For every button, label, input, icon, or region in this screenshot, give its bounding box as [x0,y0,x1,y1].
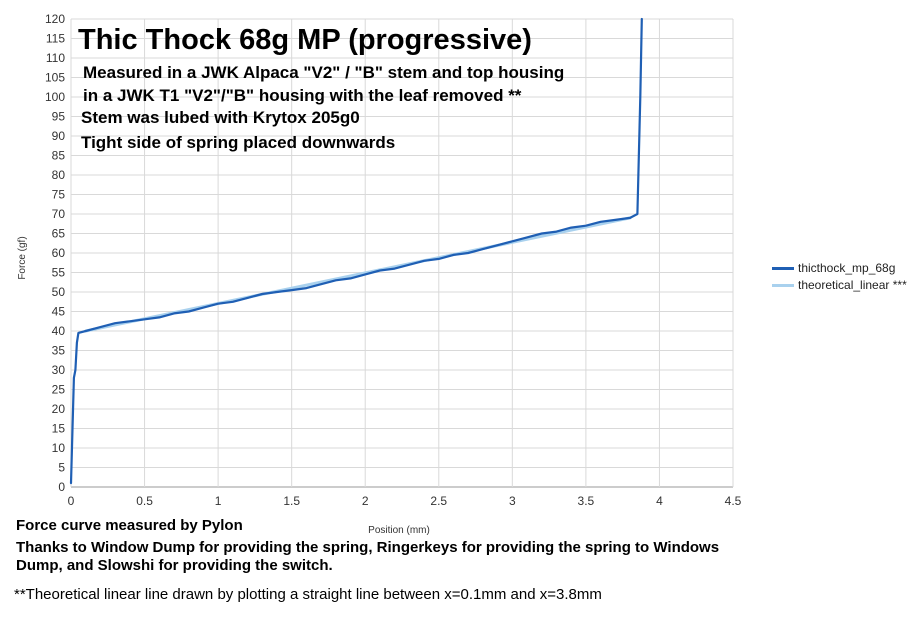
y-tick-label: 115 [46,32,65,46]
y-axis-title: Force (gf) [17,236,28,279]
legend-swatch-theoretical-linear [772,283,794,287]
subtitle-line-3: Stem was lubed with Krytox 205g0 [81,108,360,127]
y-tick-label: 120 [45,12,65,26]
subtitle-line-4: Tight side of spring placed downwards [81,133,396,152]
series-line-thicthock [69,17,643,485]
y-tick-label: 40 [52,324,66,338]
y-tick-label: 55 [52,266,66,280]
legend-label-theoretical-linear: theoretical_linear *** [798,278,907,292]
y-tick-label: 70 [52,207,66,221]
y-tick-label: 95 [52,110,66,124]
legend-item-thicthock: thicthock_mp_68g [772,261,895,275]
y-tick-label: 10 [52,441,66,455]
y-tick-label: 15 [52,422,66,436]
subtitle-line-1: Measured in a JWK Alpaca "V2" / "B" stem… [83,63,565,82]
x-tick-labels: 0 0.5 1 1.5 2 2.5 3 3.5 4 4.5 [68,494,742,508]
y-tick-label: 25 [52,383,66,397]
legend-swatch-thicthock [772,266,794,270]
series-line-theoretical-linear [84,216,632,333]
credit-line-1: Force curve measured by Pylon [16,517,243,534]
y-tick-label: 105 [45,71,65,85]
footnote: **Theoretical linear line drawn by plott… [14,586,602,603]
y-tick-label: 80 [52,168,66,182]
y-tick-label: 30 [52,363,66,377]
y-tick-label: 110 [46,51,65,65]
x-tick-label: 3.5 [578,494,595,508]
y-tick-label: 85 [52,149,66,163]
x-tick-label: 1.5 [283,494,300,508]
x-tick-label: 0 [68,494,75,508]
x-tick-label: 3 [509,494,516,508]
x-tick-label: 2 [362,494,369,508]
x-tick-label: 2.5 [430,494,447,508]
y-tick-label: 90 [52,129,66,143]
y-tick-label: 75 [52,188,66,202]
legend-item-theoretical-linear: theoretical_linear *** [772,278,907,292]
y-tick-label: 65 [52,227,66,241]
y-tick-label: 45 [52,305,66,319]
chart-title: Thic Thock 68g MP (progressive) [78,24,532,56]
credit-line-2: Thanks to Window Dump for providing the … [16,539,720,574]
x-tick-label: 1 [215,494,222,508]
y-tick-label: 50 [52,285,66,299]
subtitle-line-2: in a JWK T1 "V2"/"B" housing with the le… [83,86,522,105]
series-lines [69,17,643,485]
legend-label-thicthock: thicthock_mp_68g [798,261,896,275]
y-tick-label: 20 [52,402,66,416]
y-tick-label: 35 [52,344,66,358]
y-tick-label: 100 [45,90,65,104]
x-axis-title: Position (mm) [368,525,430,536]
y-tick-label: 5 [58,461,65,475]
y-tick-labels: 0 5 10 15 20 25 30 35 40 45 50 55 60 65 70 75 80 85 90 95 10… [45,12,65,494]
x-tick-label: 0.5 [136,494,153,508]
grid-lines [70,18,734,488]
y-tick-label: 60 [52,246,66,260]
x-tick-label: 4.5 [725,494,742,508]
x-tick-label: 4 [656,494,663,508]
y-tick-label: 0 [58,480,65,494]
